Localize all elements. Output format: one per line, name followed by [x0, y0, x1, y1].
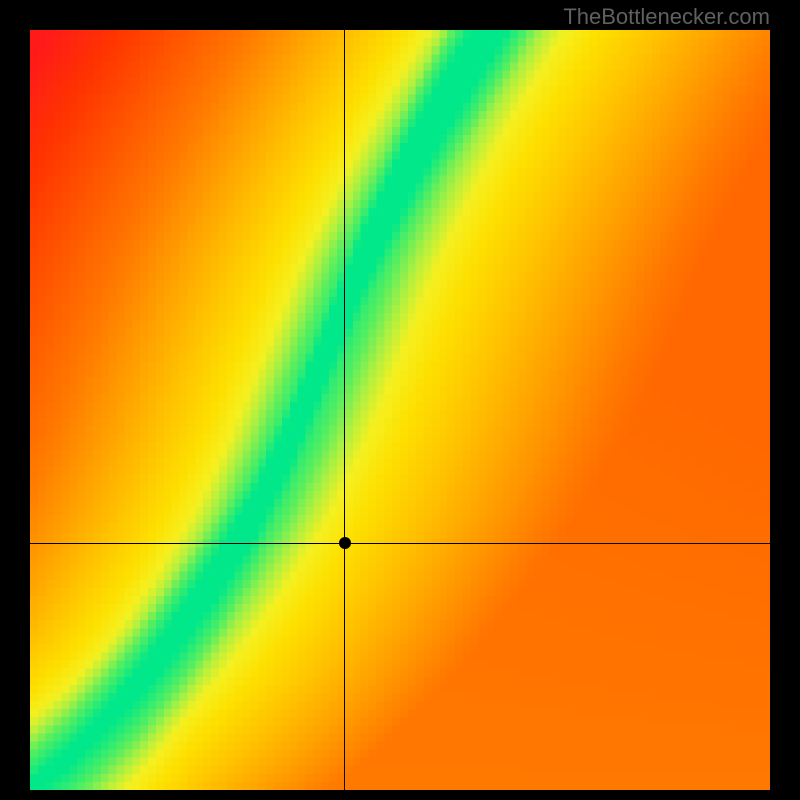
crosshair-marker: [339, 537, 351, 549]
watermark-text: TheBottlenecker.com: [563, 4, 770, 30]
heatmap-canvas: [30, 30, 770, 790]
heatmap-plot: [30, 30, 770, 790]
crosshair-vertical: [344, 30, 345, 790]
crosshair-horizontal: [30, 543, 770, 544]
